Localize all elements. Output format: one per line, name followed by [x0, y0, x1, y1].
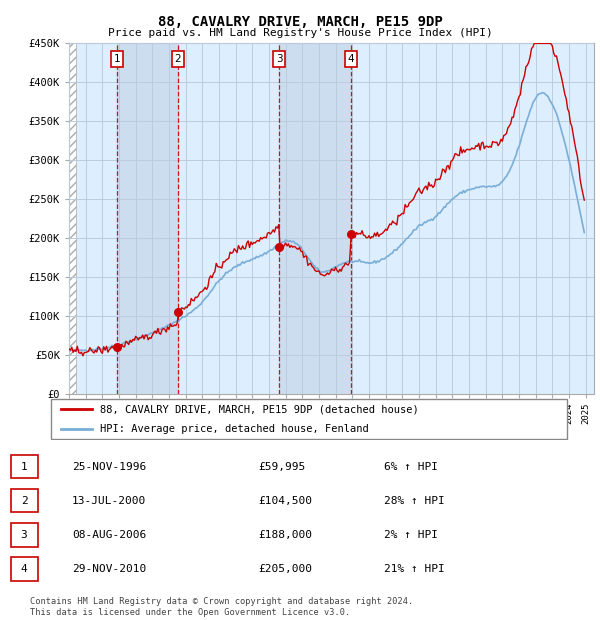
- Bar: [69, 43, 76, 394]
- Text: £104,500: £104,500: [258, 495, 312, 506]
- Text: 3: 3: [20, 529, 28, 540]
- Text: 1: 1: [20, 461, 28, 472]
- Text: Price paid vs. HM Land Registry's House Price Index (HPI): Price paid vs. HM Land Registry's House …: [107, 28, 493, 38]
- Text: 13-JUL-2000: 13-JUL-2000: [72, 495, 146, 506]
- Text: 25-NOV-1996: 25-NOV-1996: [72, 461, 146, 472]
- Text: 88, CAVALRY DRIVE, MARCH, PE15 9DP: 88, CAVALRY DRIVE, MARCH, PE15 9DP: [158, 16, 442, 30]
- FancyBboxPatch shape: [50, 399, 568, 440]
- Text: 1: 1: [114, 54, 121, 64]
- Text: 28% ↑ HPI: 28% ↑ HPI: [384, 495, 445, 506]
- Text: HPI: Average price, detached house, Fenland: HPI: Average price, detached house, Fenl…: [100, 424, 369, 434]
- Text: 3: 3: [275, 54, 283, 64]
- Text: 29-NOV-2010: 29-NOV-2010: [72, 564, 146, 574]
- Text: £59,995: £59,995: [258, 461, 305, 472]
- Bar: [279, 43, 351, 394]
- Text: 88, CAVALRY DRIVE, MARCH, PE15 9DP (detached house): 88, CAVALRY DRIVE, MARCH, PE15 9DP (deta…: [100, 404, 419, 414]
- Text: £188,000: £188,000: [258, 529, 312, 540]
- Text: 4: 4: [347, 54, 354, 64]
- Text: 4: 4: [20, 564, 28, 574]
- Text: Contains HM Land Registry data © Crown copyright and database right 2024.
This d: Contains HM Land Registry data © Crown c…: [30, 598, 413, 617]
- Text: 2: 2: [20, 495, 28, 506]
- Text: £205,000: £205,000: [258, 564, 312, 574]
- Text: 21% ↑ HPI: 21% ↑ HPI: [384, 564, 445, 574]
- Bar: [118, 43, 178, 394]
- Text: 6% ↑ HPI: 6% ↑ HPI: [384, 461, 438, 472]
- Text: 2: 2: [175, 54, 181, 64]
- Text: 2% ↑ HPI: 2% ↑ HPI: [384, 529, 438, 540]
- Text: 08-AUG-2006: 08-AUG-2006: [72, 529, 146, 540]
